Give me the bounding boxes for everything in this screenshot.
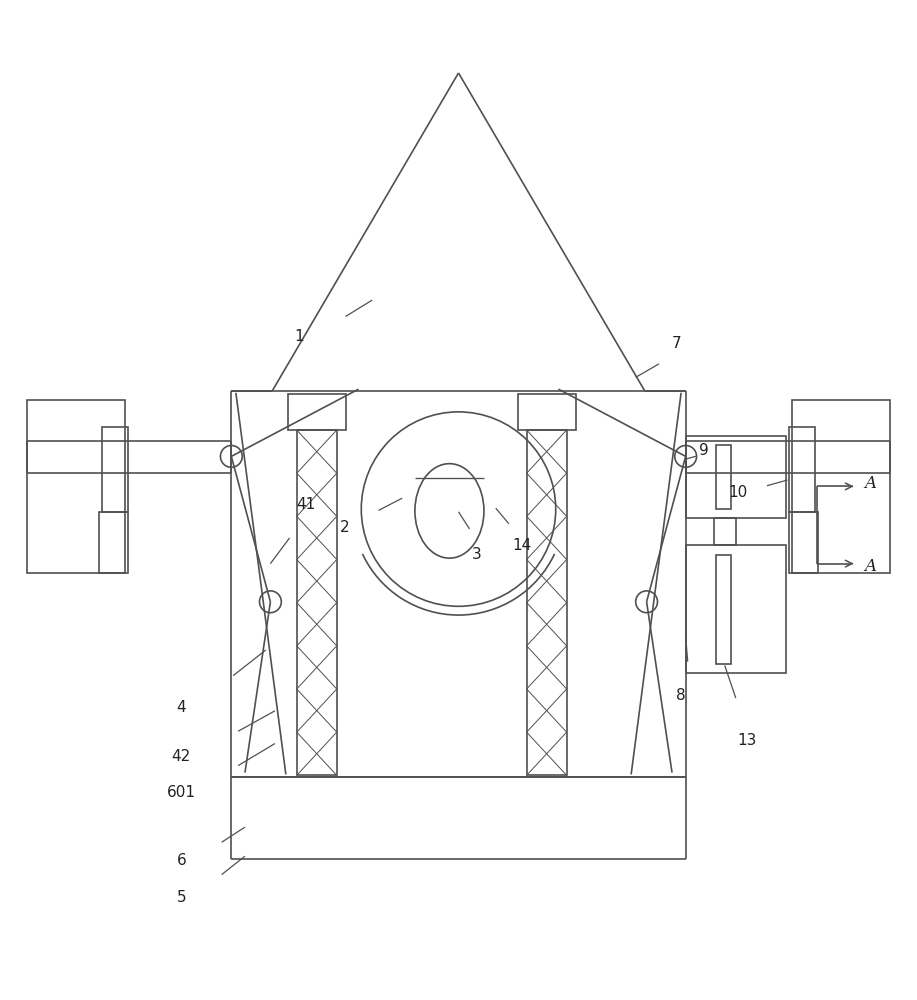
Text: 7: 7 (672, 336, 681, 351)
Text: 14: 14 (513, 538, 532, 553)
Bar (526, 430, 567, 775)
Text: 601: 601 (167, 785, 196, 800)
Text: 5: 5 (177, 890, 186, 905)
Bar (790, 512, 818, 573)
Text: 1: 1 (294, 329, 304, 344)
Bar (288, 394, 346, 430)
Text: 10: 10 (729, 485, 748, 500)
Text: A: A (865, 558, 877, 575)
Text: 9: 9 (699, 443, 709, 458)
Bar (297, 430, 337, 775)
Bar (99, 512, 127, 573)
Bar (27, 400, 125, 573)
Text: 4: 4 (177, 700, 186, 715)
Text: 42: 42 (171, 749, 191, 764)
Bar (713, 518, 735, 545)
Ellipse shape (414, 464, 484, 558)
Text: 3: 3 (472, 547, 481, 562)
Bar (716, 445, 732, 509)
Text: 8: 8 (677, 688, 686, 703)
Text: 41: 41 (296, 497, 315, 512)
Text: A: A (865, 475, 877, 492)
Bar (686, 436, 786, 518)
Bar (686, 545, 786, 673)
Text: 2: 2 (340, 520, 349, 535)
Bar (716, 555, 732, 664)
Text: 13: 13 (738, 733, 757, 748)
Bar (103, 427, 127, 512)
Bar (790, 427, 814, 512)
Bar (517, 394, 576, 430)
Text: 6: 6 (176, 853, 186, 868)
Bar (792, 400, 890, 573)
